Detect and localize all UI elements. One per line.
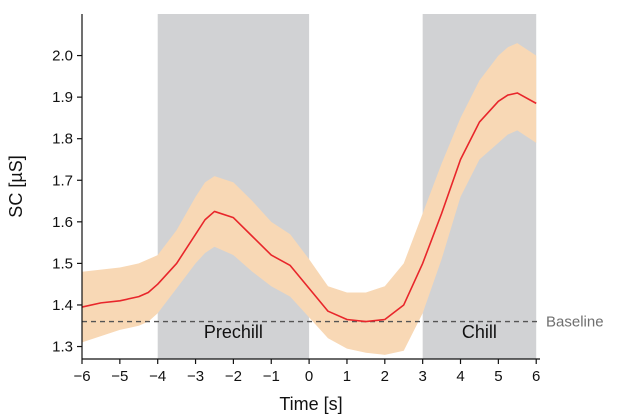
axes: −6 −5 −4 −3 −2 −1 0 1 2 3 4 5 6 1.3 1.4 1.5 1.6 1.7 1.8 1.9… (52, 14, 540, 385)
x-tick-label: 3 (418, 368, 426, 385)
y-tick-label: 1.9 (52, 89, 73, 106)
x-tick-label: 0 (305, 368, 313, 385)
series-line-layer (81, 92, 537, 323)
x-tick-label: −6 (73, 368, 90, 385)
y-tick-label: 1.6 (52, 214, 73, 231)
y-tick-label: 2.0 (52, 48, 73, 65)
x-axis-title: Time [s] (279, 394, 342, 414)
y-axis-title: SC [µS] (6, 155, 26, 217)
x-tick-label: −3 (187, 368, 204, 385)
y-tick-label: 1.8 (52, 131, 73, 148)
x-tick-label: −5 (111, 368, 128, 385)
x-tick-label: 4 (456, 368, 464, 385)
x-tick-label: 1 (343, 368, 351, 385)
y-tick-label: 1.4 (52, 297, 73, 314)
region-label-prechill: Prechill (204, 322, 263, 342)
x-tick-label: −1 (263, 368, 280, 385)
x-tick-label: 2 (381, 368, 389, 385)
y-tick-label: 1.7 (52, 172, 73, 189)
confidence-band (82, 43, 537, 355)
labels-layer: Time [s] SC [µS] Baseline (6, 155, 604, 414)
mean-sc-line (81, 92, 537, 323)
y-tick-label: 1.5 (52, 255, 73, 272)
x-tick-label: −2 (225, 368, 242, 385)
confidence-band-layer (82, 43, 537, 355)
region-label-chill: Chill (462, 322, 497, 342)
x-tick-label: 6 (532, 368, 540, 385)
baseline-label: Baseline (546, 314, 604, 331)
y-tick-label: 1.3 (52, 339, 73, 356)
x-tick-label: −4 (149, 368, 166, 385)
x-tick-label: 5 (494, 368, 502, 385)
